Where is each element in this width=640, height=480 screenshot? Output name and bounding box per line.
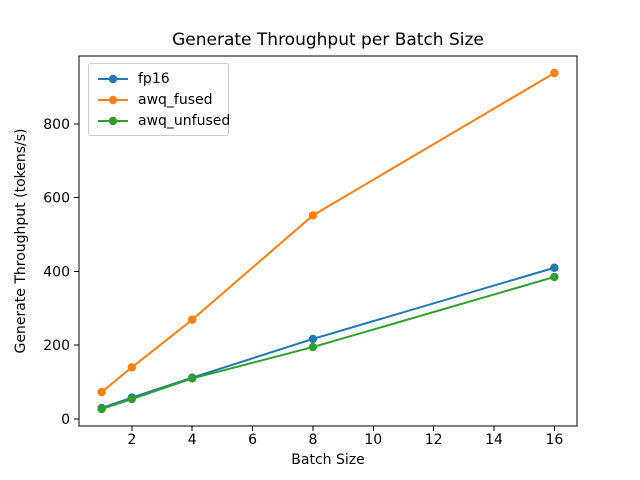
data-point-marker-awq_unfused bbox=[308, 342, 318, 352]
x-tick-label: 12 bbox=[425, 432, 443, 448]
legend-line-marker-icon bbox=[98, 95, 128, 104]
data-point-marker-awq_unfused bbox=[127, 394, 137, 404]
series-layer bbox=[97, 68, 559, 414]
x-axis-label: Batch Size bbox=[291, 452, 364, 468]
legend-line-marker-icon bbox=[98, 116, 128, 125]
x-tick-label: 10 bbox=[364, 432, 382, 448]
legend-item-fp16: fp16 bbox=[97, 68, 220, 89]
axes-layer: 2 4 6 8 10 12 14 16 0 200 400 600 800 bbox=[43, 55, 578, 448]
x-tick-label: 14 bbox=[485, 432, 503, 448]
axes-frame bbox=[78, 55, 578, 427]
legend-item-awq_fused: awq_fused bbox=[97, 89, 220, 110]
data-point-marker-awq_fused bbox=[187, 315, 197, 324]
data-point-marker-awq_fused bbox=[550, 68, 559, 78]
legend-label: fp16 bbox=[138, 70, 170, 87]
y-axis-label: Generate Throughput (tokens/s) bbox=[13, 129, 29, 354]
data-point-marker-awq_unfused bbox=[97, 404, 106, 414]
legend-label: awq_unfused bbox=[138, 112, 231, 129]
x-tick-label: 8 bbox=[308, 432, 317, 448]
x-tick-label: 16 bbox=[545, 432, 563, 448]
legend: fp16 awq_fused awq_unfused bbox=[88, 63, 230, 136]
y-tick-label: 0 bbox=[61, 412, 70, 428]
data-point-marker-awq_fused bbox=[127, 363, 137, 372]
x-tick-label: 2 bbox=[127, 432, 136, 448]
data-point-marker-awq_fused bbox=[308, 211, 318, 220]
data-point-marker-fp16 bbox=[308, 334, 318, 344]
series-line-awq_unfused bbox=[101, 276, 555, 410]
chart-title: Generate Throughput per Batch Size bbox=[172, 30, 484, 50]
data-point-marker-awq_unfused bbox=[187, 374, 197, 383]
x-tick-label: 6 bbox=[248, 432, 257, 448]
legend-label: awq_fused bbox=[138, 91, 213, 108]
data-point-marker-awq_fused bbox=[97, 387, 106, 397]
x-tick-label: 4 bbox=[188, 432, 197, 448]
data-point-marker-fp16 bbox=[550, 263, 559, 272]
legend-line-marker-icon bbox=[98, 74, 128, 83]
legend-item-awq_unfused: awq_unfused bbox=[97, 110, 230, 131]
y-tick-label: 800 bbox=[43, 117, 70, 133]
data-point-marker-awq_unfused bbox=[550, 272, 559, 282]
y-tick-label: 400 bbox=[43, 264, 70, 280]
y-tick-label: 600 bbox=[43, 191, 70, 207]
y-tick-label: 200 bbox=[43, 338, 70, 354]
